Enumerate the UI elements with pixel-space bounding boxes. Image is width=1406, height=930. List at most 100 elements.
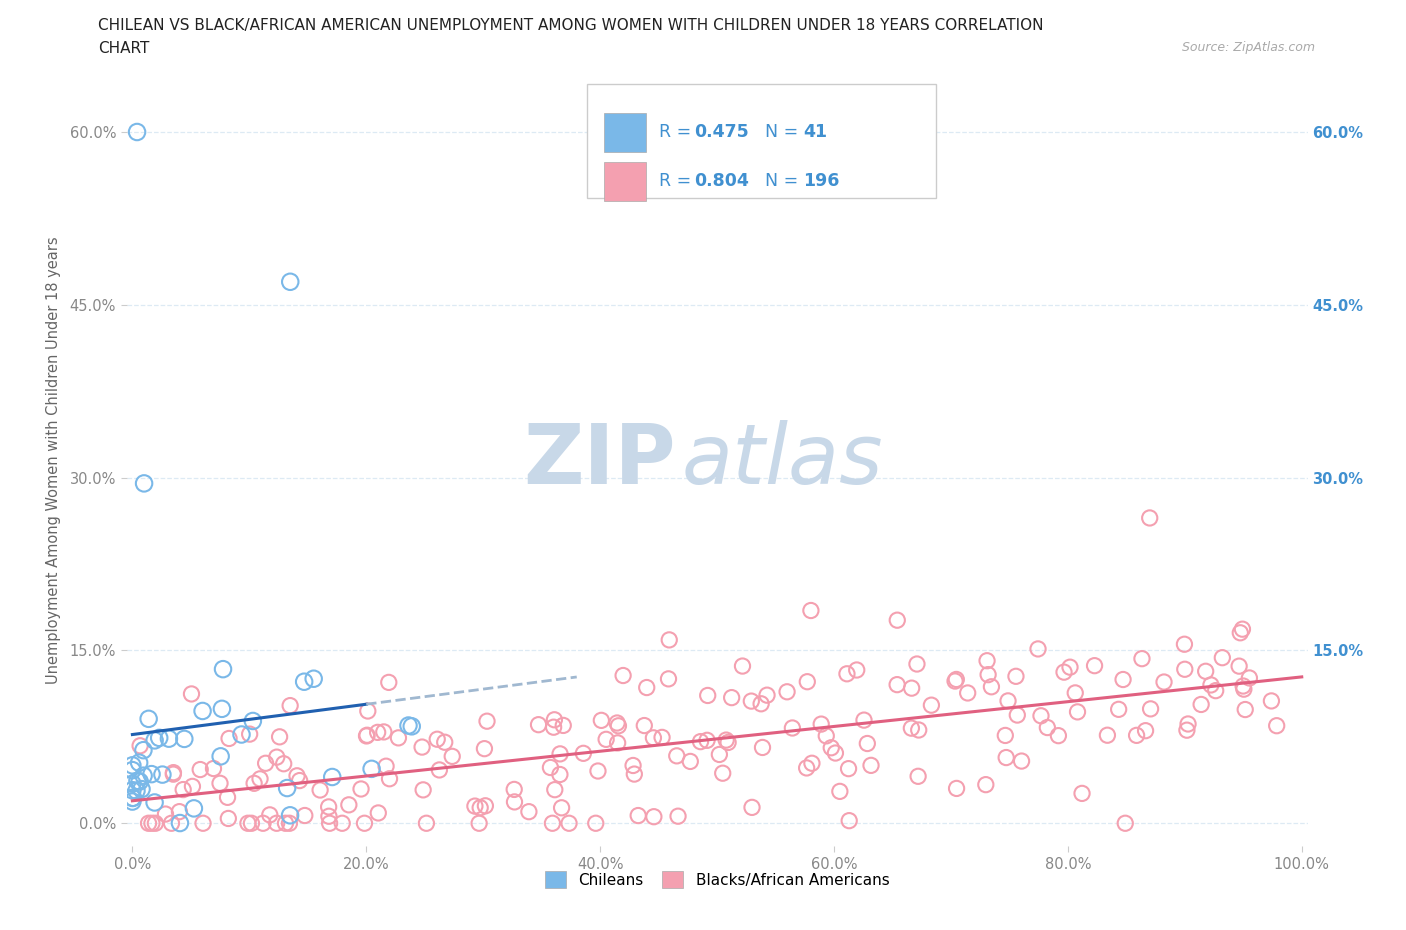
Point xyxy=(131,782,153,797)
Point xyxy=(920,698,942,712)
Point xyxy=(129,738,152,753)
Point xyxy=(266,816,288,830)
Point xyxy=(411,739,433,754)
Point xyxy=(538,760,561,775)
Point xyxy=(800,603,823,618)
FancyBboxPatch shape xyxy=(588,84,935,198)
Point xyxy=(240,816,263,830)
Point xyxy=(607,718,630,733)
Point xyxy=(679,754,702,769)
Point xyxy=(121,790,143,805)
Point xyxy=(242,713,264,728)
Point xyxy=(548,767,571,782)
Point xyxy=(900,681,922,696)
Point xyxy=(666,809,689,824)
Point xyxy=(558,816,581,830)
Point xyxy=(321,769,343,784)
Point xyxy=(824,746,846,761)
Point xyxy=(125,125,148,140)
Point xyxy=(943,673,966,688)
Point xyxy=(1011,753,1033,768)
Point xyxy=(378,675,401,690)
Point xyxy=(859,758,882,773)
Point xyxy=(665,749,688,764)
Point xyxy=(709,747,731,762)
Point xyxy=(302,671,325,686)
Text: 0.475: 0.475 xyxy=(695,124,749,141)
Text: N =: N = xyxy=(754,124,803,141)
Point xyxy=(252,816,274,830)
Point xyxy=(412,782,434,797)
Point xyxy=(278,698,301,713)
Point xyxy=(696,688,718,703)
Point xyxy=(132,476,155,491)
Point xyxy=(612,668,634,683)
Point xyxy=(627,808,650,823)
Point xyxy=(285,768,308,783)
Point xyxy=(945,781,967,796)
Point xyxy=(643,730,665,745)
Point xyxy=(288,773,311,788)
Point xyxy=(651,730,673,745)
Point xyxy=(208,776,231,790)
Point xyxy=(544,782,567,797)
Point xyxy=(278,808,301,823)
Point xyxy=(318,816,340,830)
Point xyxy=(157,731,180,746)
Text: N =: N = xyxy=(754,172,803,191)
Point xyxy=(337,797,360,812)
Point xyxy=(543,712,565,727)
Point xyxy=(1239,671,1261,685)
Point xyxy=(1097,728,1119,743)
Point xyxy=(1007,708,1029,723)
Point xyxy=(1026,642,1049,657)
Point xyxy=(907,723,929,737)
Point xyxy=(468,816,491,830)
Point xyxy=(1174,662,1197,677)
Point xyxy=(464,799,486,814)
Point xyxy=(367,805,389,820)
Point xyxy=(977,667,1000,682)
Text: 196: 196 xyxy=(803,172,839,191)
Point xyxy=(474,741,496,756)
Point xyxy=(828,784,851,799)
Point xyxy=(1130,651,1153,666)
Text: 41: 41 xyxy=(803,124,827,141)
Point xyxy=(330,816,353,830)
Point xyxy=(121,794,143,809)
Point xyxy=(470,800,492,815)
Point xyxy=(751,740,773,755)
Point xyxy=(1036,720,1059,735)
Point xyxy=(1139,701,1161,716)
Point xyxy=(503,794,526,809)
Point xyxy=(318,809,340,824)
Point xyxy=(415,816,437,830)
Point xyxy=(633,718,655,733)
Point xyxy=(820,740,842,755)
Point xyxy=(269,729,291,744)
Point xyxy=(236,816,259,830)
Point xyxy=(128,755,150,770)
Point xyxy=(527,717,550,732)
Point xyxy=(398,718,420,733)
Point xyxy=(169,804,191,819)
Point xyxy=(1064,685,1087,700)
Point xyxy=(711,765,734,780)
Point xyxy=(900,721,922,736)
Point xyxy=(217,811,239,826)
Point xyxy=(591,713,613,728)
Point xyxy=(1005,669,1028,684)
Point xyxy=(169,816,191,830)
Point xyxy=(740,694,762,709)
Point xyxy=(657,671,679,686)
Point xyxy=(1153,674,1175,689)
Point xyxy=(148,730,170,745)
Point xyxy=(173,732,195,747)
Text: atlas: atlas xyxy=(682,419,883,501)
Point xyxy=(278,274,301,289)
Point xyxy=(276,780,298,795)
Point xyxy=(997,694,1019,709)
Point xyxy=(741,800,763,815)
Point xyxy=(595,732,617,747)
Point xyxy=(838,762,860,777)
